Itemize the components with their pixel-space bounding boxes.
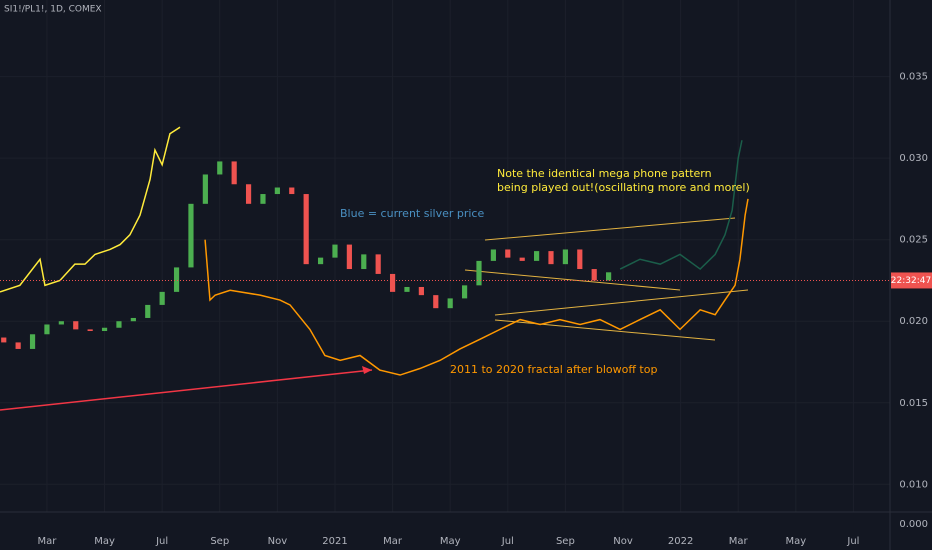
candle xyxy=(461,285,468,299)
x-tick-label: May xyxy=(440,536,461,547)
candle xyxy=(101,327,108,332)
trend-line xyxy=(494,319,716,341)
candle xyxy=(562,249,568,265)
chart-title: SI1!/PL1!, 1D, COMEX xyxy=(4,5,102,15)
candle xyxy=(231,161,237,185)
candle xyxy=(245,184,252,204)
grid xyxy=(0,0,890,512)
x-tick-label: 2021 xyxy=(322,536,347,547)
x-tick-label: Nov xyxy=(613,536,633,547)
candle xyxy=(577,249,583,270)
y-tick-label: 0.020 xyxy=(899,316,928,327)
y-tick-label: 0.015 xyxy=(899,398,928,409)
candle xyxy=(87,329,93,332)
candle xyxy=(289,187,295,195)
x-tick-label: Jul xyxy=(155,536,168,547)
candle xyxy=(346,244,352,270)
arrow-head xyxy=(362,366,372,374)
candle xyxy=(606,272,612,281)
candle xyxy=(389,273,396,292)
last-price-tag: 22:32:47 xyxy=(891,276,931,286)
x-tick-label: May xyxy=(94,536,115,547)
candle xyxy=(534,251,540,261)
x-tick-label: Jul xyxy=(501,536,514,547)
marks xyxy=(0,126,749,376)
candle xyxy=(404,286,410,292)
annotation: 2011 to 2020 fractal after blowoff top xyxy=(450,363,657,376)
candle xyxy=(159,291,165,305)
x-tick-label: Mar xyxy=(383,536,403,547)
annotation: Note the identical mega phone pattern xyxy=(497,167,712,180)
trend-line xyxy=(494,289,749,316)
candle xyxy=(476,260,482,286)
y-tick-label: 0.025 xyxy=(899,235,928,246)
candle xyxy=(15,342,21,349)
candle xyxy=(375,254,381,274)
candle xyxy=(447,298,453,309)
x-tick-label: Sep xyxy=(556,536,575,547)
annotation: being played out!(oscillating more and m… xyxy=(497,181,750,194)
x-tick-label: Mar xyxy=(729,536,749,547)
y-tick-label: 0.035 xyxy=(899,72,928,83)
annotation: Blue = current silver price xyxy=(340,207,484,220)
candle xyxy=(317,257,324,265)
x-tick-label: Jul xyxy=(846,536,859,547)
candle xyxy=(145,304,151,318)
price-scale-bottom: 0.000 xyxy=(899,519,928,530)
series-line xyxy=(619,140,743,271)
candle xyxy=(303,194,309,265)
candle xyxy=(490,249,496,261)
candle xyxy=(548,251,554,265)
candle xyxy=(433,295,439,309)
x-tick-label: Mar xyxy=(38,536,58,547)
x-tick-label: May xyxy=(785,536,806,547)
candle xyxy=(202,174,208,204)
candle xyxy=(29,334,36,349)
candle xyxy=(591,269,597,281)
candle xyxy=(332,244,338,258)
x-tick-label: Sep xyxy=(210,536,229,547)
candle xyxy=(505,249,511,258)
candle xyxy=(274,187,280,195)
candle xyxy=(58,321,64,325)
series-line xyxy=(0,126,181,293)
candle xyxy=(260,194,266,204)
candle xyxy=(44,324,50,335)
y-tick-label: 0.010 xyxy=(899,479,928,490)
x-tick-label: 2022 xyxy=(668,536,693,547)
candle xyxy=(173,267,180,292)
x-tick-label: Nov xyxy=(268,536,288,547)
candle xyxy=(519,257,525,261)
candle xyxy=(73,321,79,330)
last-price-tag-bg xyxy=(891,272,932,289)
candle xyxy=(1,337,7,343)
trend-line xyxy=(484,217,736,241)
candle xyxy=(188,203,194,268)
series-line xyxy=(204,198,749,376)
candle xyxy=(418,286,424,296)
y-tick-label: 0.030 xyxy=(899,153,928,164)
candle xyxy=(130,317,136,322)
candle xyxy=(116,321,122,328)
candle xyxy=(361,254,367,270)
trend-line xyxy=(464,269,681,291)
candle xyxy=(217,161,223,175)
arrow-line xyxy=(0,369,373,411)
